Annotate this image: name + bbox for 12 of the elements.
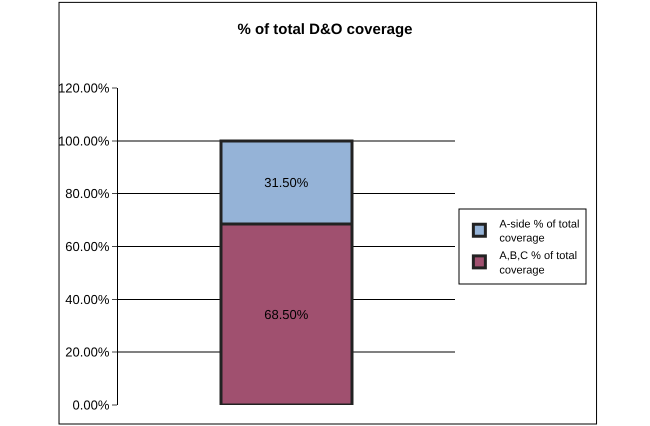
data-label: 68.50% bbox=[264, 307, 309, 322]
data-label: 31.50% bbox=[264, 174, 309, 190]
legend-label: A-side % of total coverage bbox=[499, 218, 580, 245]
y-tick-label: 60.00% bbox=[65, 239, 110, 254]
legend-label: A,B,C % of total coverage bbox=[499, 250, 578, 276]
chart-title: % of total D&O coverage bbox=[237, 20, 413, 38]
y-tick-label: 0.00% bbox=[72, 398, 110, 413]
y-tick-label: 120.00% bbox=[58, 80, 110, 96]
y-tick-label: 40.00% bbox=[65, 292, 110, 307]
y-tick-label: 20.00% bbox=[65, 344, 110, 360]
y-tick-label: 80.00% bbox=[65, 186, 110, 202]
y-tick-label: 100.00% bbox=[58, 133, 110, 148]
